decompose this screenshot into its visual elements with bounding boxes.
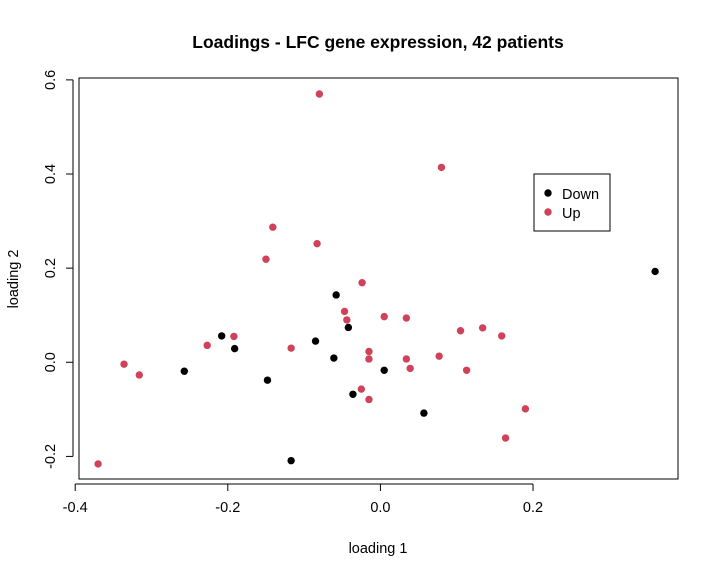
x-tick-label: 0.2 — [523, 500, 543, 516]
y-axis: -0.2 0.0 0.2 0.4 0.6 — [43, 70, 74, 469]
chart-title: Loadings - LFC gene expression, 42 patie… — [192, 32, 564, 52]
point-down — [217, 332, 226, 340]
point-up — [437, 163, 446, 172]
point-up — [120, 360, 128, 368]
legend-box — [533, 173, 611, 232]
point-down — [332, 291, 340, 299]
point-up — [402, 314, 411, 322]
point-down — [330, 354, 338, 362]
point-up — [456, 327, 465, 335]
y-tick-label: 0.4 — [43, 164, 59, 184]
data-points — [94, 90, 659, 468]
x-axis-label: loading 1 — [349, 541, 408, 557]
point-down — [180, 367, 189, 375]
y-tick-label: 0.0 — [43, 352, 59, 372]
point-up — [313, 239, 321, 248]
point-up — [365, 395, 373, 404]
x-tick-label: -0.2 — [215, 500, 240, 516]
point-up — [498, 332, 506, 340]
point-up — [230, 332, 238, 341]
point-up — [462, 366, 471, 374]
point-up — [269, 223, 277, 231]
point-up — [340, 307, 349, 316]
y-tick-label: 0.2 — [43, 258, 59, 278]
point-down — [311, 337, 320, 345]
point-down — [651, 267, 659, 276]
point-down — [287, 456, 295, 465]
point-up — [287, 344, 295, 352]
legend-up-label: Up — [562, 206, 581, 222]
point-up — [262, 255, 270, 263]
point-up — [406, 364, 414, 373]
x-tick-label: -0.4 — [63, 500, 88, 516]
plot-area-frame — [78, 77, 679, 480]
x-axis: -0.4 -0.2 0.0 0.2 — [63, 483, 543, 516]
point-up — [135, 371, 143, 379]
point-down — [380, 366, 388, 374]
y-tick-label: 0.6 — [43, 70, 59, 90]
y-axis-label: loading 2 — [6, 250, 22, 309]
point-down — [349, 390, 357, 398]
point-down — [344, 323, 353, 332]
point-up — [402, 355, 411, 363]
point-up — [343, 316, 351, 324]
point-up — [365, 355, 373, 363]
point-up — [358, 279, 366, 287]
point-up — [521, 405, 530, 413]
point-up — [315, 90, 324, 98]
x-tick-label: 0.0 — [370, 500, 390, 516]
y-tick-label: -0.2 — [43, 444, 59, 469]
legend-down-label: Down — [562, 187, 599, 203]
point-down — [230, 344, 239, 353]
point-up — [203, 341, 211, 350]
point-down — [263, 376, 272, 384]
legend-down-marker — [544, 189, 552, 197]
point-up — [501, 434, 510, 442]
point-down — [420, 409, 428, 417]
legend: Down Up — [533, 173, 611, 232]
point-up — [478, 324, 487, 332]
point-up — [357, 385, 366, 393]
point-up — [365, 347, 373, 356]
legend-up-marker — [544, 208, 552, 216]
point-up — [435, 352, 443, 360]
point-up — [380, 312, 388, 321]
point-up — [94, 460, 102, 468]
